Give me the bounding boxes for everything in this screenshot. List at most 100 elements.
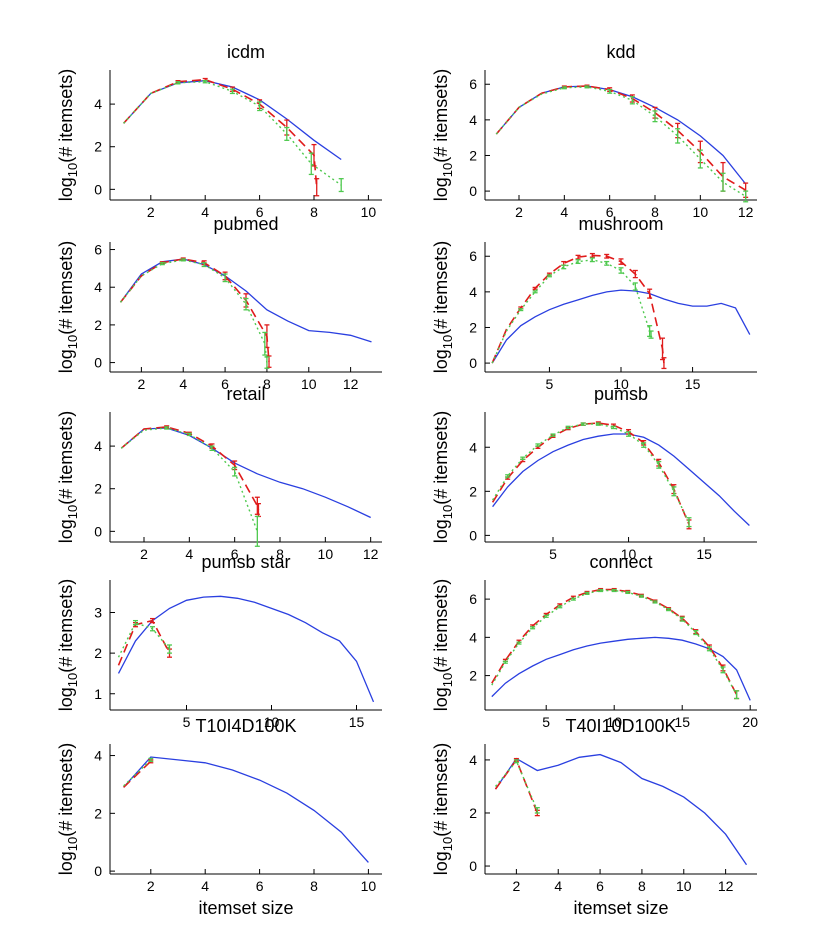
subplot-icdm: icdm 2 4 6 8 10 0 2 4 log10(# itemsets) [56, 42, 382, 220]
subplot-title: T10I4D100K [195, 716, 296, 736]
series-line-red [120, 426, 260, 511]
subplot-kdd: kdd 2 4 6 8 10 12 0 2 4 6 log10(# itemsets) [431, 42, 757, 220]
y-axis-label: log10(# itemsets) [56, 411, 80, 544]
x-tick-label: 10 [301, 376, 317, 392]
series-line-green [495, 86, 747, 197]
x-tick-label: 4 [201, 878, 209, 894]
error-bar-green [530, 626, 536, 630]
x-axis-label: itemset size [198, 898, 293, 918]
y-tick-label: 4 [469, 752, 477, 768]
x-tick-label: 6 [231, 546, 239, 562]
x-tick-label: 12 [363, 546, 379, 562]
y-tick-label: 6 [469, 76, 477, 92]
x-tick-label: 10 [676, 878, 692, 894]
error-bar-green [543, 614, 549, 618]
series-line-green [491, 589, 738, 696]
series-line-green [117, 621, 171, 658]
x-tick-label: 2 [147, 204, 155, 220]
x-tick-label: 10 [613, 376, 629, 392]
error-bar-red [575, 254, 581, 260]
y-tick-label: 4 [469, 112, 477, 128]
subplot-t10i4d100k: T10I4D100K 2 4 6 8 10 0 2 4 log10(# itemsets) item… [56, 716, 382, 918]
series-line-blue [494, 753, 748, 866]
error-bar-green [550, 433, 556, 437]
error-bar-red [314, 178, 320, 197]
error-bar-red [632, 269, 638, 279]
y-axis-label: log10(# itemsets) [56, 579, 80, 712]
error-bar-green [513, 759, 519, 764]
y-tick-label: 0 [469, 355, 477, 371]
error-bar-green [584, 591, 590, 595]
x-tick-label: 6 [596, 878, 604, 894]
error-bar-green [638, 594, 644, 598]
error-bar-green [580, 422, 586, 426]
x-tick-label: 15 [685, 376, 701, 392]
error-bar-green [686, 517, 692, 528]
error-bar-green [232, 466, 238, 477]
subplot-pubmed: pubmed 2 4 6 8 10 12 0 2 4 6 log10(# itemsets) [56, 214, 382, 392]
series-line-red [123, 78, 318, 188]
y-tick-label: 0 [469, 183, 477, 199]
error-bar-green [284, 126, 290, 141]
error-bar-green [595, 422, 601, 426]
error-bar-green [734, 690, 740, 700]
x-tick-label: 2 [512, 878, 520, 894]
y-axis-label: log10(# itemsets) [56, 241, 80, 374]
x-tick-label: 5 [183, 714, 191, 730]
y-axis-label: log10(# itemsets) [431, 579, 455, 712]
error-bar-red [311, 143, 317, 167]
series-line-green [494, 759, 538, 811]
error-bar-green [534, 807, 540, 814]
series-line-red [491, 588, 738, 696]
x-tick-label: 12 [343, 376, 359, 392]
error-bar-red [660, 337, 666, 361]
error-bar-red [604, 253, 610, 259]
error-bar-green [720, 666, 726, 674]
y-tick-label: 4 [469, 439, 477, 455]
y-tick-label: 6 [94, 242, 102, 258]
error-bar-green [743, 190, 749, 203]
error-bar-green [565, 425, 571, 430]
error-bar-green [535, 443, 541, 447]
series-line-green [123, 759, 152, 787]
series-line-green [123, 80, 342, 186]
error-bar-green [133, 619, 138, 626]
y-tick-label: 2 [94, 481, 102, 497]
error-bar-green [607, 88, 613, 94]
error-bar-red [661, 357, 667, 370]
subplot-pumsb: pumsb 5 10 15 0 2 4 log10(# itemsets) [431, 384, 757, 562]
series-line-red [123, 760, 152, 788]
error-bar-green [546, 274, 552, 278]
series-line-green [491, 259, 652, 364]
y-tick-label: 4 [94, 96, 102, 112]
y-tick-label: 2 [94, 805, 102, 821]
x-tick-label: 8 [276, 546, 284, 562]
series-line-blue [491, 636, 751, 701]
x-tick-label: 10 [361, 878, 377, 894]
x-tick-label: 4 [185, 546, 193, 562]
subplot-title: mushroom [578, 214, 663, 234]
x-tick-label: 12 [718, 878, 734, 894]
y-tick-label: 4 [469, 284, 477, 300]
y-tick-label: 0 [94, 355, 102, 371]
y-axis-label: log10(# itemsets) [56, 743, 80, 876]
error-bar-green [518, 308, 524, 312]
subplot-t40i10d100k: T40I10D100K 2 4 6 8 10 12 0 2 4 log10(# itemsets) i… [431, 716, 757, 918]
x-tick-label: 8 [310, 204, 318, 220]
x-tick-label: 4 [201, 204, 209, 220]
x-tick-label: 4 [179, 376, 187, 392]
subplot-title: pumsb [594, 384, 648, 404]
x-tick-label: 15 [696, 546, 712, 562]
subplot-title: icdm [227, 42, 265, 62]
subplot-pumsb-star: pumsb star 5 10 15 1 2 3 log10(# itemsets) [56, 552, 382, 730]
y-tick-label: 2 [469, 668, 477, 684]
error-bar-red [589, 252, 595, 258]
x-tick-label: 6 [606, 204, 614, 220]
error-bar-green [720, 172, 726, 192]
series-line-red [495, 85, 747, 191]
x-tick-label: 10 [264, 714, 280, 730]
error-bar-green [625, 590, 631, 595]
error-bar-green [626, 431, 632, 437]
error-bar-green [167, 644, 172, 654]
subplot-title: retail [226, 384, 265, 404]
